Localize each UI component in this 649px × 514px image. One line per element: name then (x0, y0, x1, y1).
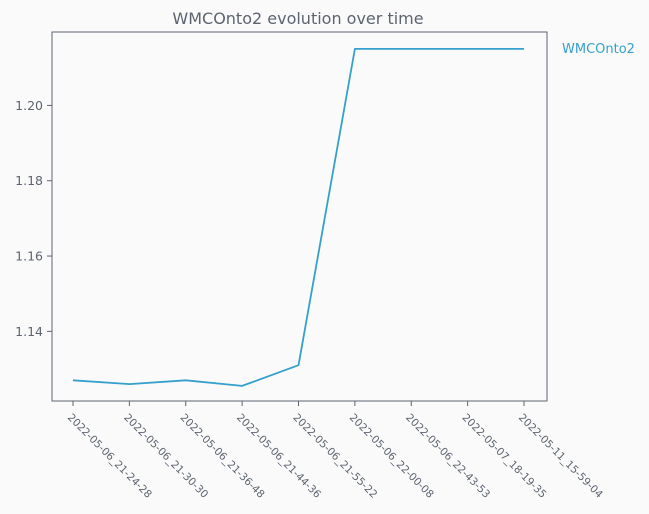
y-tick-label: 1.14 (15, 324, 43, 339)
y-tick-label: 1.20 (15, 98, 43, 113)
legend-label: WMCOnto2 (562, 42, 635, 57)
y-tick-label: 1.16 (15, 249, 43, 264)
y-tick-label: 1.18 (15, 173, 43, 188)
x-axis: 2022-05-06_21-24-282022-05-06_21-30-3020… (65, 401, 605, 501)
series-layer (72, 48, 525, 387)
chart-title: WMCOnto2 evolution over time (172, 9, 423, 28)
y-axis: 1.14 1.16 1.18 1.20 (15, 98, 52, 339)
legend: WMCOnto2 (562, 42, 635, 57)
plot-area (51, 31, 548, 402)
